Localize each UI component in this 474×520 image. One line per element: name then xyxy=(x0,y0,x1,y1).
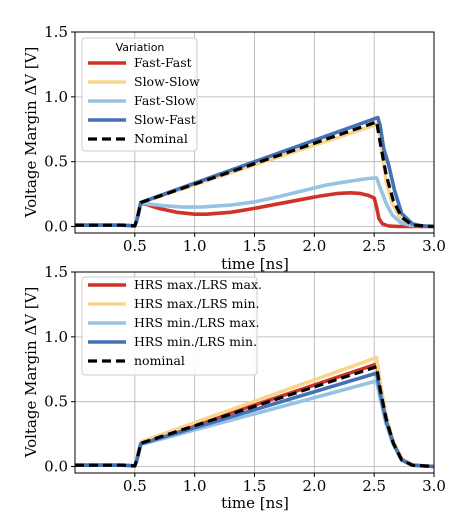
legend-label-hrs-max-lrs-min: HRS max./LRS min. xyxy=(134,296,260,311)
y-tick-label: 0.0 xyxy=(44,218,68,236)
legend-frame-bottom xyxy=(81,276,258,376)
y-tick-label: 1.0 xyxy=(44,328,68,346)
legend-label-nominal: Nominal xyxy=(134,131,188,146)
chart-top: 0.5 1.0 1.5 2.0 2.5 3.0 0.0 0.5 1.0 1.5 time [ns… xyxy=(22,23,446,273)
x-tick-label: 0.5 xyxy=(123,477,147,495)
series-line-nominal xyxy=(75,365,434,469)
x-tick-label: 2.0 xyxy=(302,237,326,255)
x-tick-label: 2.5 xyxy=(362,477,386,495)
legend-bottom: HRS max./LRS max. HRS max./LRS min. HRS mi… xyxy=(81,276,262,376)
y-ticks-top: 0.0 0.5 1.0 1.5 xyxy=(44,23,75,236)
legend-label-fast-slow: Fast-Slow xyxy=(134,93,196,108)
x-tick-label: 1.0 xyxy=(183,477,207,495)
legend-label-slow-fast: Slow-Fast xyxy=(134,112,196,127)
legend-title-top: Variation xyxy=(116,41,165,54)
legend-label-hrs-max-lrs-max: HRS max./LRS max. xyxy=(134,277,262,292)
series-bottom xyxy=(75,355,434,469)
legend-frame-top xyxy=(81,37,198,152)
legend-top: Variation Fast-Fast Slow-Slow Fast-Slow Slo… xyxy=(81,37,200,152)
x-axis-title-bottom: time [ns] xyxy=(221,494,289,512)
chart-bottom: 0.5 1.0 1.5 2.0 2.5 3.0 0.0 0.5 1.0 1.5 time [ns… xyxy=(22,263,446,512)
series-top xyxy=(75,115,434,229)
x-tick-label: 2.0 xyxy=(302,477,326,495)
x-tick-label: 0.5 xyxy=(123,237,147,255)
y-axis-title-bottom: Voltage Margin ΔV [V] xyxy=(22,287,40,459)
y-tick-label: 0.5 xyxy=(44,153,68,171)
x-tick-label: 1.5 xyxy=(243,237,267,255)
x-tick-label: 3.0 xyxy=(422,237,446,255)
x-ticks-bottom: 0.5 1.0 1.5 2.0 2.5 3.0 xyxy=(123,473,446,495)
series-line-nominal xyxy=(75,119,434,229)
x-tick-label: 1.5 xyxy=(243,477,267,495)
y-tick-label: 1.5 xyxy=(44,263,68,281)
legend-label-hrs-min-lrs-min: HRS min./LRS min. xyxy=(134,334,257,349)
y-axis-title-top: Voltage Margin ΔV [V] xyxy=(22,47,40,219)
legend-label-hrs-min-lrs-max: HRS min./LRS max. xyxy=(134,315,260,330)
legend-label-slow-slow: Slow-Slow xyxy=(134,74,200,89)
y-tick-label: 1.5 xyxy=(44,23,68,41)
y-tick-label: 1.0 xyxy=(44,88,68,106)
legend-label-fast-fast: Fast-Fast xyxy=(134,55,192,70)
x-tick-label: 1.0 xyxy=(183,237,207,255)
x-tick-label: 3.0 xyxy=(422,477,446,495)
y-tick-label: 0.5 xyxy=(44,393,68,411)
x-axis-title-top: time [ns] xyxy=(221,255,289,273)
x-tick-label: 2.5 xyxy=(362,237,386,255)
y-tick-label: 0.0 xyxy=(44,458,68,476)
y-ticks-bottom: 0.0 0.5 1.0 1.5 xyxy=(44,263,75,476)
legend-label-nominal: nominal xyxy=(134,353,185,368)
x-ticks-top: 0.5 1.0 1.5 2.0 2.5 3.0 xyxy=(123,233,446,255)
